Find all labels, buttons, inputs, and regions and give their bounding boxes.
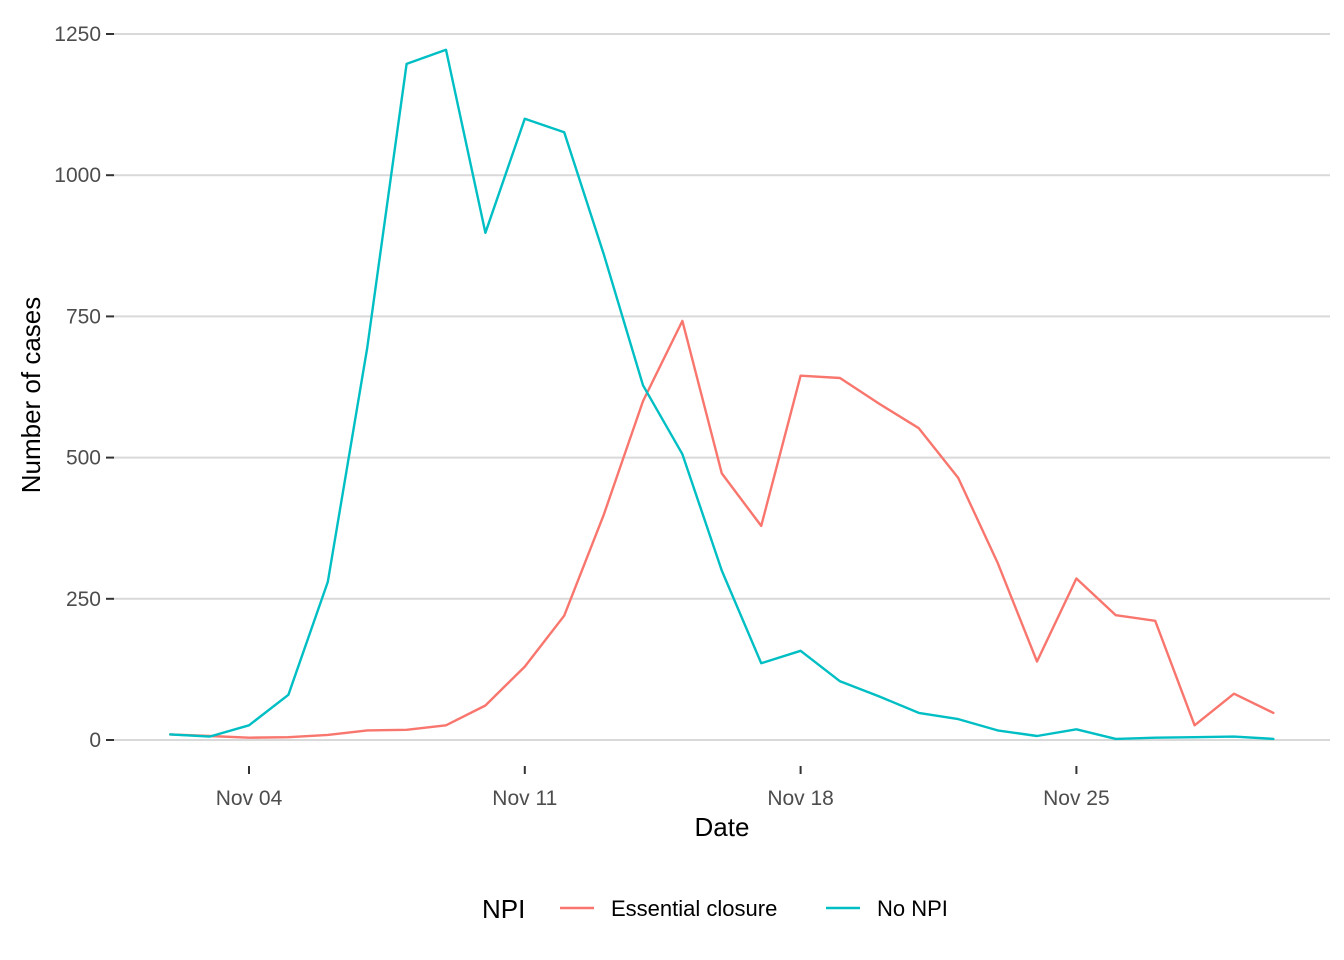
- y-tick-label: 1000: [54, 164, 101, 187]
- x-axis-title: Date: [695, 812, 750, 842]
- x-tick-label: Nov 11: [492, 787, 557, 810]
- x-tick-label: Nov 18: [767, 787, 834, 810]
- series-1: [168, 319, 1275, 739]
- x-tick-label: Nov 25: [1043, 787, 1110, 810]
- series-2: [168, 48, 1275, 741]
- legend-title: NPI: [482, 894, 525, 924]
- y-axis-title: Number of cases: [16, 297, 46, 494]
- series-lines: [168, 48, 1275, 741]
- y-tick-label: 0: [89, 729, 101, 752]
- gridlines: [112, 33, 1330, 741]
- y-tick-label: 750: [66, 305, 101, 328]
- series-line: [168, 48, 1275, 741]
- legend-label: No NPI: [877, 896, 948, 921]
- y-tick-label: 500: [66, 447, 101, 470]
- x-axis: Nov 04 Nov 11 Nov 18 Nov 25: [216, 766, 1110, 810]
- y-tick-label: 250: [66, 588, 101, 611]
- legend: NPI Essential closure No NPI: [482, 894, 948, 924]
- legend-label: Essential closure: [611, 896, 777, 921]
- y-axis: 0 250 500 750 1000 1250: [54, 23, 114, 752]
- x-tick-label: Nov 04: [216, 787, 283, 810]
- y-tick-label: 1250: [54, 23, 101, 46]
